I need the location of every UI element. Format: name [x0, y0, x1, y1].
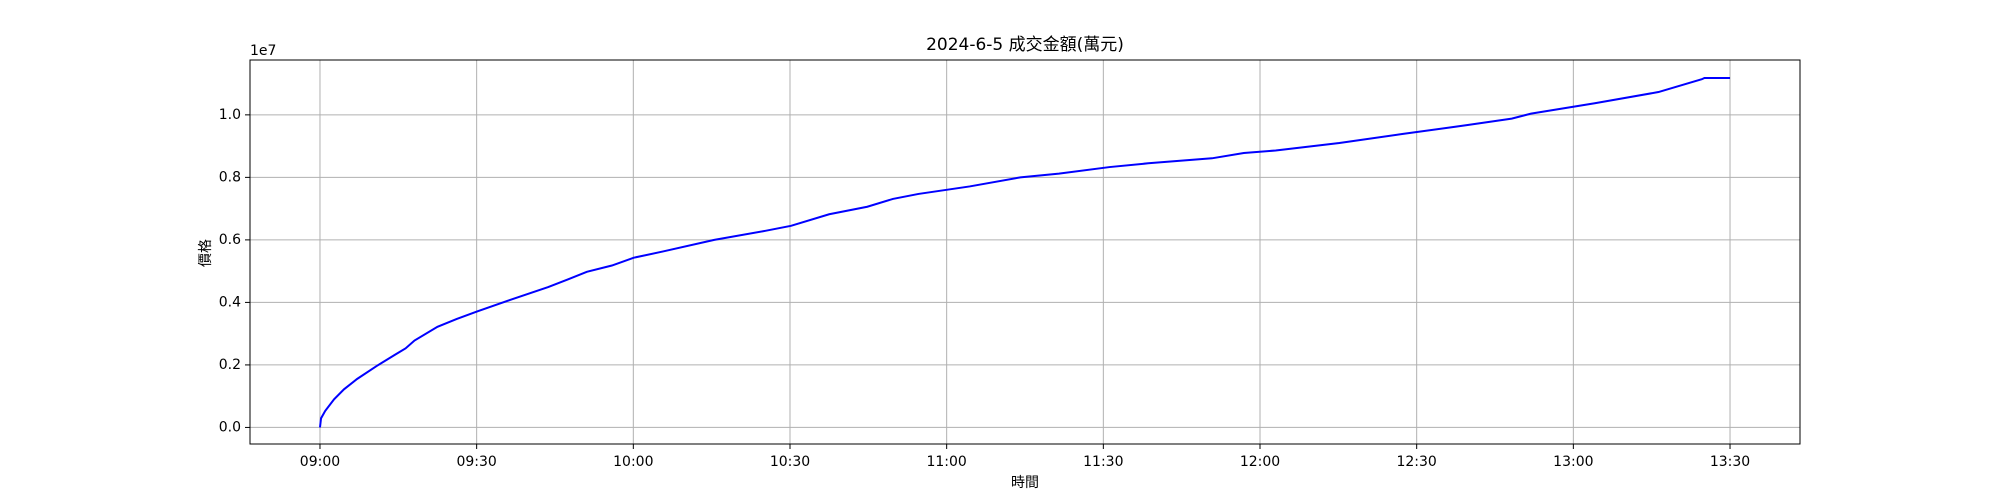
x-tick-label: 13:30 [1710, 454, 1750, 470]
y-tick-label: 0.8 [219, 169, 241, 185]
data-line [318, 76, 1731, 428]
x-tick-label: 12:00 [1240, 454, 1280, 470]
x-tick-label: 09:30 [456, 454, 496, 470]
x-tick-label: 10:00 [613, 454, 653, 470]
y-tick-label: 0.0 [219, 419, 241, 435]
chart-title: 2024-6-5 成交金額(萬元) [926, 35, 1124, 55]
plot-frame [249, 59, 1801, 445]
x-tick-label: 09:00 [300, 454, 340, 470]
x-tick-label: 10:30 [770, 454, 810, 470]
y-axis-label: 價格 [197, 239, 214, 267]
y-tick-label: 1.0 [219, 107, 241, 123]
y-tick-label: 0.4 [219, 294, 241, 310]
y-offset-label: 1e7 [250, 43, 276, 59]
x-tick-label: 13:00 [1553, 454, 1593, 470]
y-tick-label: 0.2 [219, 357, 241, 373]
x-tick-label: 11:00 [926, 454, 966, 470]
y-tick-label: 0.6 [219, 232, 241, 248]
x-axis-label: 時間 [1011, 475, 1039, 491]
x-tick-label: 12:30 [1396, 454, 1436, 470]
x-tick-label: 11:30 [1083, 454, 1123, 470]
